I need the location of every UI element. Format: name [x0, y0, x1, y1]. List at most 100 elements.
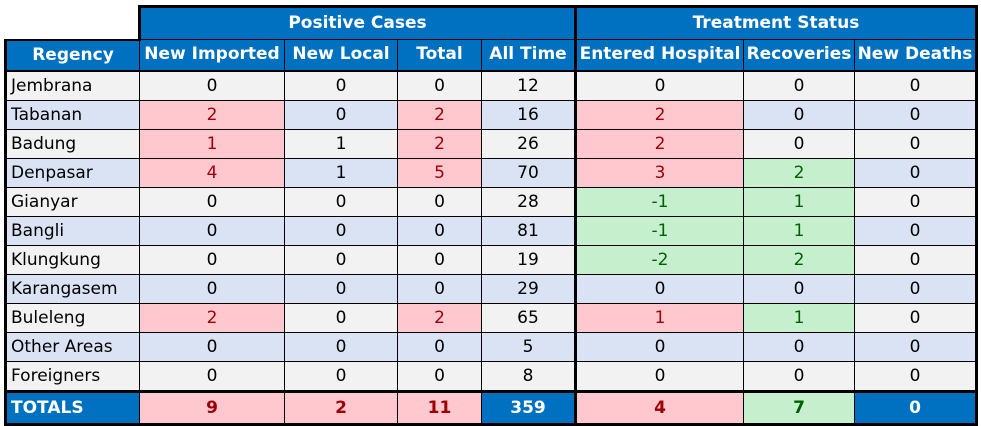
table-row: Klungkung 0 0 0 19 -2 2 0: [4, 244, 978, 275]
column-header-regency: Regency: [4, 39, 140, 72]
table-row: Karangasem 0 0 0 29 0 0 0: [4, 273, 978, 304]
column-header-entered-hospital: Entered Hospital: [575, 39, 744, 72]
cell-new-local: 0: [284, 186, 398, 217]
cell-recoveries: 0: [743, 360, 855, 392]
cell-entered-hospital: 0: [575, 273, 744, 304]
cell-new-imported: 0: [139, 360, 285, 392]
cell-new-imported: 2: [139, 99, 285, 130]
cell-recoveries: 0: [743, 70, 855, 101]
cell-new-imported: 2: [139, 302, 285, 333]
cell-new-local: 0: [284, 215, 398, 246]
cell-all-time: 81: [481, 215, 577, 246]
cell-recoveries: 0: [743, 273, 855, 304]
totals-label: TOTALS: [4, 389, 140, 426]
table-row: Badung 1 1 2 26 2 0 0: [4, 128, 978, 159]
cell-new-local: 0: [284, 273, 398, 304]
cell-new-local: 0: [284, 360, 398, 392]
cell-regency: Jembrana: [4, 70, 140, 101]
column-header-recoveries: Recoveries: [743, 39, 855, 72]
cell-regency: Foreigners: [4, 360, 140, 392]
group-header-treatment-status: Treatment Status: [575, 5, 978, 40]
cell-total: 2: [397, 128, 482, 159]
column-header-new-deaths: New Deaths: [854, 39, 978, 72]
cell-recoveries: 0: [743, 331, 855, 362]
cell-all-time: 16: [481, 99, 577, 130]
cell-new-deaths: 0: [854, 99, 978, 130]
table-row: Tabanan 2 0 2 16 2 0 0: [4, 99, 978, 130]
cell-total: 0: [397, 244, 482, 275]
totals-entered-hospital: 4: [575, 389, 744, 426]
cell-recoveries: 2: [743, 244, 855, 275]
cell-new-deaths: 0: [854, 157, 978, 188]
column-header-row: Regency New Imported New Local Total All…: [4, 39, 978, 72]
cell-regency: Klungkung: [4, 244, 140, 275]
cell-entered-hospital: -1: [575, 215, 744, 246]
cell-new-imported: 0: [139, 215, 285, 246]
cell-new-local: 0: [284, 70, 398, 101]
cell-entered-hospital: 3: [575, 157, 744, 188]
cell-total: 0: [397, 331, 482, 362]
cell-regency: Other Areas: [4, 331, 140, 362]
cell-all-time: 70: [481, 157, 577, 188]
totals-all-time: 359: [481, 389, 577, 426]
cell-entered-hospital: 2: [575, 128, 744, 159]
cell-entered-hospital: 2: [575, 99, 744, 130]
table-row: Jembrana 0 0 0 12 0 0 0: [4, 70, 978, 101]
cell-entered-hospital: 1: [575, 302, 744, 333]
cell-new-deaths: 0: [854, 70, 978, 101]
cell-recoveries: 1: [743, 302, 855, 333]
cell-new-imported: 0: [139, 186, 285, 217]
cell-recoveries: 1: [743, 215, 855, 246]
cell-regency: Buleleng: [4, 302, 140, 333]
cell-all-time: 26: [481, 128, 577, 159]
table-row: Foreigners 0 0 0 8 0 0 0: [4, 360, 978, 392]
cell-all-time: 19: [481, 244, 577, 275]
cell-total: 2: [397, 302, 482, 333]
cell-new-deaths: 0: [854, 215, 978, 246]
cell-new-local: 0: [284, 99, 398, 130]
cell-total: 0: [397, 360, 482, 392]
cell-new-imported: 0: [139, 273, 285, 304]
cell-new-deaths: 0: [854, 128, 978, 159]
cell-regency: Tabanan: [4, 99, 140, 130]
cell-all-time: 5: [481, 331, 577, 362]
cell-recoveries: 0: [743, 99, 855, 130]
cell-total: 0: [397, 70, 482, 101]
table-row: Other Areas 0 0 0 5 0 0 0: [4, 331, 978, 362]
column-header-total: Total: [397, 39, 482, 72]
totals-row: TOTALS 9 2 11 359 4 7 0: [4, 389, 978, 426]
cell-total: 0: [397, 186, 482, 217]
cell-new-deaths: 0: [854, 244, 978, 275]
covid-cases-table: Positive Cases Treatment Status Regency …: [4, 5, 978, 426]
cell-all-time: 12: [481, 70, 577, 101]
cell-new-imported: 0: [139, 244, 285, 275]
totals-total: 11: [397, 389, 482, 426]
cell-all-time: 8: [481, 360, 577, 392]
cell-recoveries: 0: [743, 128, 855, 159]
cell-recoveries: 2: [743, 157, 855, 188]
cell-new-deaths: 0: [854, 302, 978, 333]
group-header-blank: [5, 6, 140, 41]
table-row: Gianyar 0 0 0 28 -1 1 0: [4, 186, 978, 217]
table-row: Bangli 0 0 0 81 -1 1 0: [4, 215, 978, 246]
cell-entered-hospital: -2: [575, 244, 744, 275]
cell-new-imported: 0: [139, 70, 285, 101]
totals-recoveries: 7: [743, 389, 855, 426]
totals-new-imported: 9: [139, 389, 285, 426]
cell-entered-hospital: 0: [575, 360, 744, 392]
group-header-row: Positive Cases Treatment Status: [5, 5, 978, 41]
cell-new-local: 1: [284, 128, 398, 159]
cell-new-local: 0: [284, 331, 398, 362]
cell-new-deaths: 0: [854, 331, 978, 362]
cell-new-deaths: 0: [854, 273, 978, 304]
group-header-positive-cases: Positive Cases: [138, 5, 577, 40]
cell-total: 0: [397, 215, 482, 246]
table-body: Jembrana 0 0 0 12 0 0 0 Tabanan 2 0 2 16 2 0 0 Badung 1 1 2…: [4, 70, 978, 426]
column-header-all-time: All Time: [481, 39, 577, 72]
cell-total: 2: [397, 99, 482, 130]
table-row: Denpasar 4 1 5 70 3 2 0: [4, 157, 978, 188]
cell-regency: Karangasem: [4, 273, 140, 304]
cell-new-local: 0: [284, 244, 398, 275]
cell-new-imported: 0: [139, 331, 285, 362]
column-header-new-local: New Local: [284, 39, 398, 72]
